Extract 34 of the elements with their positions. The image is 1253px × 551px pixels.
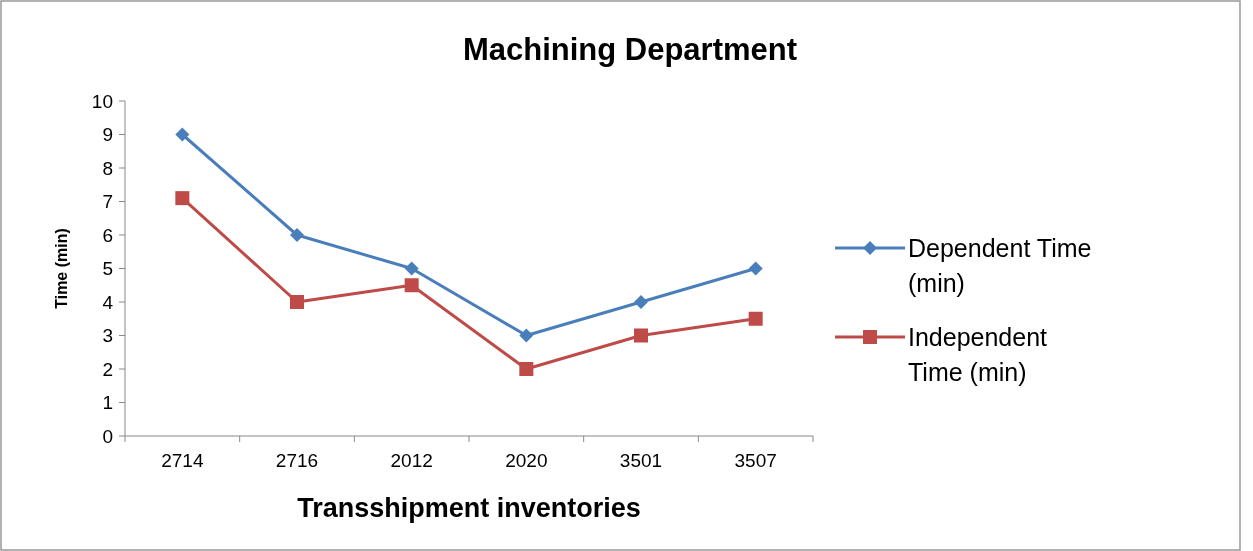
point	[634, 328, 648, 343]
legend-label: Independent Time (min)	[908, 322, 1048, 386]
x-tick-label: 2020	[505, 450, 548, 471]
point	[404, 261, 419, 276]
y-tick-label: 5	[102, 258, 113, 280]
chart-title: Machining Department	[462, 32, 798, 67]
y-tick-label: 4	[102, 291, 114, 313]
y-tick-label: 10	[91, 90, 113, 112]
point	[290, 228, 304, 242]
x-tick-label: 3507	[734, 450, 777, 471]
point	[290, 295, 304, 309]
point	[748, 311, 763, 326]
y-tick-label: 8	[102, 157, 113, 179]
y-tick-label: 3	[102, 325, 113, 347]
x-tick-label: 3501	[619, 450, 663, 471]
point	[519, 328, 534, 343]
y-tick-label: 7	[102, 191, 113, 213]
point	[634, 295, 648, 309]
point	[175, 191, 190, 206]
y-axis-title: Time (min)	[53, 228, 70, 309]
y-tick-label: 6	[102, 224, 113, 246]
point	[175, 127, 190, 142]
point	[748, 261, 763, 276]
y-tick-label: 9	[102, 124, 113, 146]
y-tick-label: 1	[102, 392, 113, 414]
point	[404, 278, 419, 293]
x-tick-label: 2012	[390, 450, 433, 471]
y-tick-label: 2	[102, 358, 113, 380]
x-tick-label: 2714	[161, 450, 204, 471]
y-tick-label: 0	[102, 425, 113, 447]
point	[519, 362, 534, 376]
x-axis-title: Transshipment inventories	[297, 493, 641, 523]
x-tick-label: 2716	[275, 450, 319, 471]
legend-label: Dependent Time (min)	[908, 233, 1092, 297]
